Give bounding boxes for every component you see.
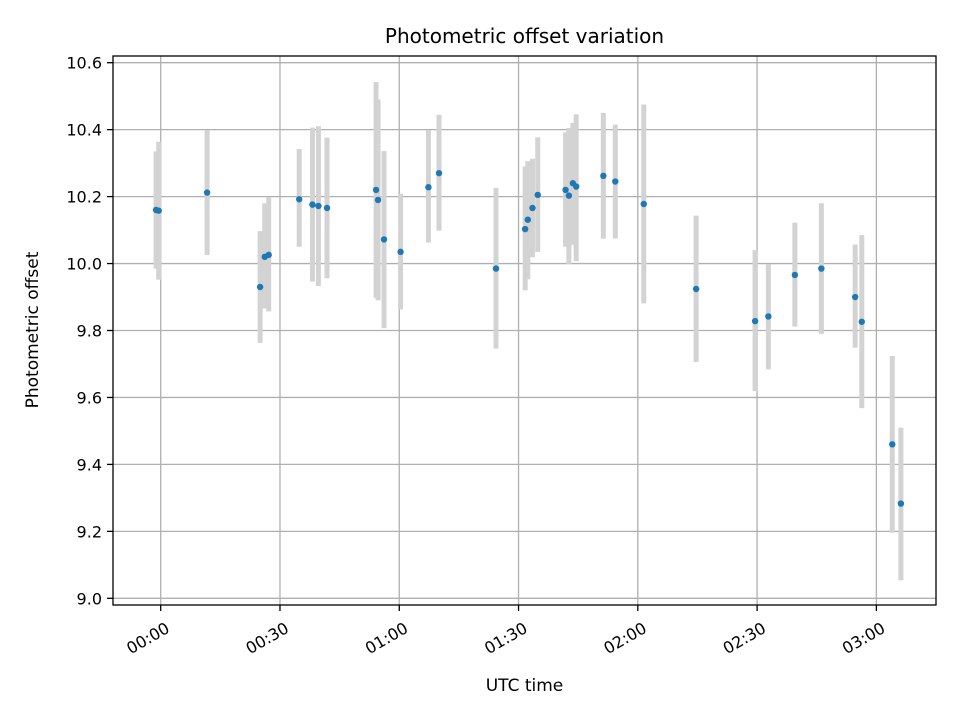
y-tick-label: 9.8	[77, 322, 102, 341]
y-tick-label: 10.6	[66, 54, 102, 73]
data-point	[565, 192, 573, 199]
y-axis-ticks: 9.0 9.2 9.4 9.6 9.8 10.0 10.2 10.4 10.6	[66, 54, 113, 608]
data-point	[397, 248, 404, 256]
data-point	[372, 186, 380, 194]
data-point	[256, 283, 264, 291]
data-point	[889, 441, 896, 448]
data-point	[791, 271, 799, 279]
x-axis-title: UTC time	[486, 676, 564, 696]
data-point	[534, 191, 541, 199]
data-point	[765, 313, 772, 320]
data-point	[203, 189, 211, 196]
y-tick-label: 9.4	[77, 455, 102, 474]
y-tick-label: 10.0	[66, 255, 102, 274]
data-point	[818, 265, 825, 272]
data-point	[751, 317, 759, 325]
data-point	[309, 201, 316, 208]
data-point	[374, 196, 382, 204]
data-point	[521, 225, 529, 233]
y-tick-label: 10.4	[66, 121, 102, 140]
data-point	[155, 207, 162, 214]
data-point	[692, 285, 700, 293]
y-axis-title: Photometric offset	[23, 251, 43, 408]
data-point	[425, 184, 432, 191]
chart-title: Photometric offset variation	[385, 24, 664, 48]
data-point	[315, 202, 322, 210]
data-point	[435, 169, 443, 177]
data-points	[152, 169, 905, 507]
data-point	[323, 204, 331, 212]
y-tick-label: 9.6	[77, 388, 102, 407]
data-point	[851, 293, 859, 301]
data-point	[265, 251, 272, 259]
data-point	[296, 196, 303, 203]
data-point	[572, 183, 580, 190]
data-point	[380, 236, 388, 243]
data-point	[562, 186, 569, 194]
y-tick-label: 10.2	[66, 188, 102, 207]
y-tick-label: 9.2	[77, 522, 102, 541]
data-point	[529, 204, 536, 212]
data-point	[897, 500, 905, 507]
data-point	[612, 178, 619, 185]
data-point	[858, 318, 865, 325]
y-tick-label: 9.0	[77, 589, 102, 608]
data-point	[640, 200, 647, 208]
data-point	[492, 265, 500, 272]
data-point	[600, 172, 607, 180]
data-point	[524, 216, 532, 223]
